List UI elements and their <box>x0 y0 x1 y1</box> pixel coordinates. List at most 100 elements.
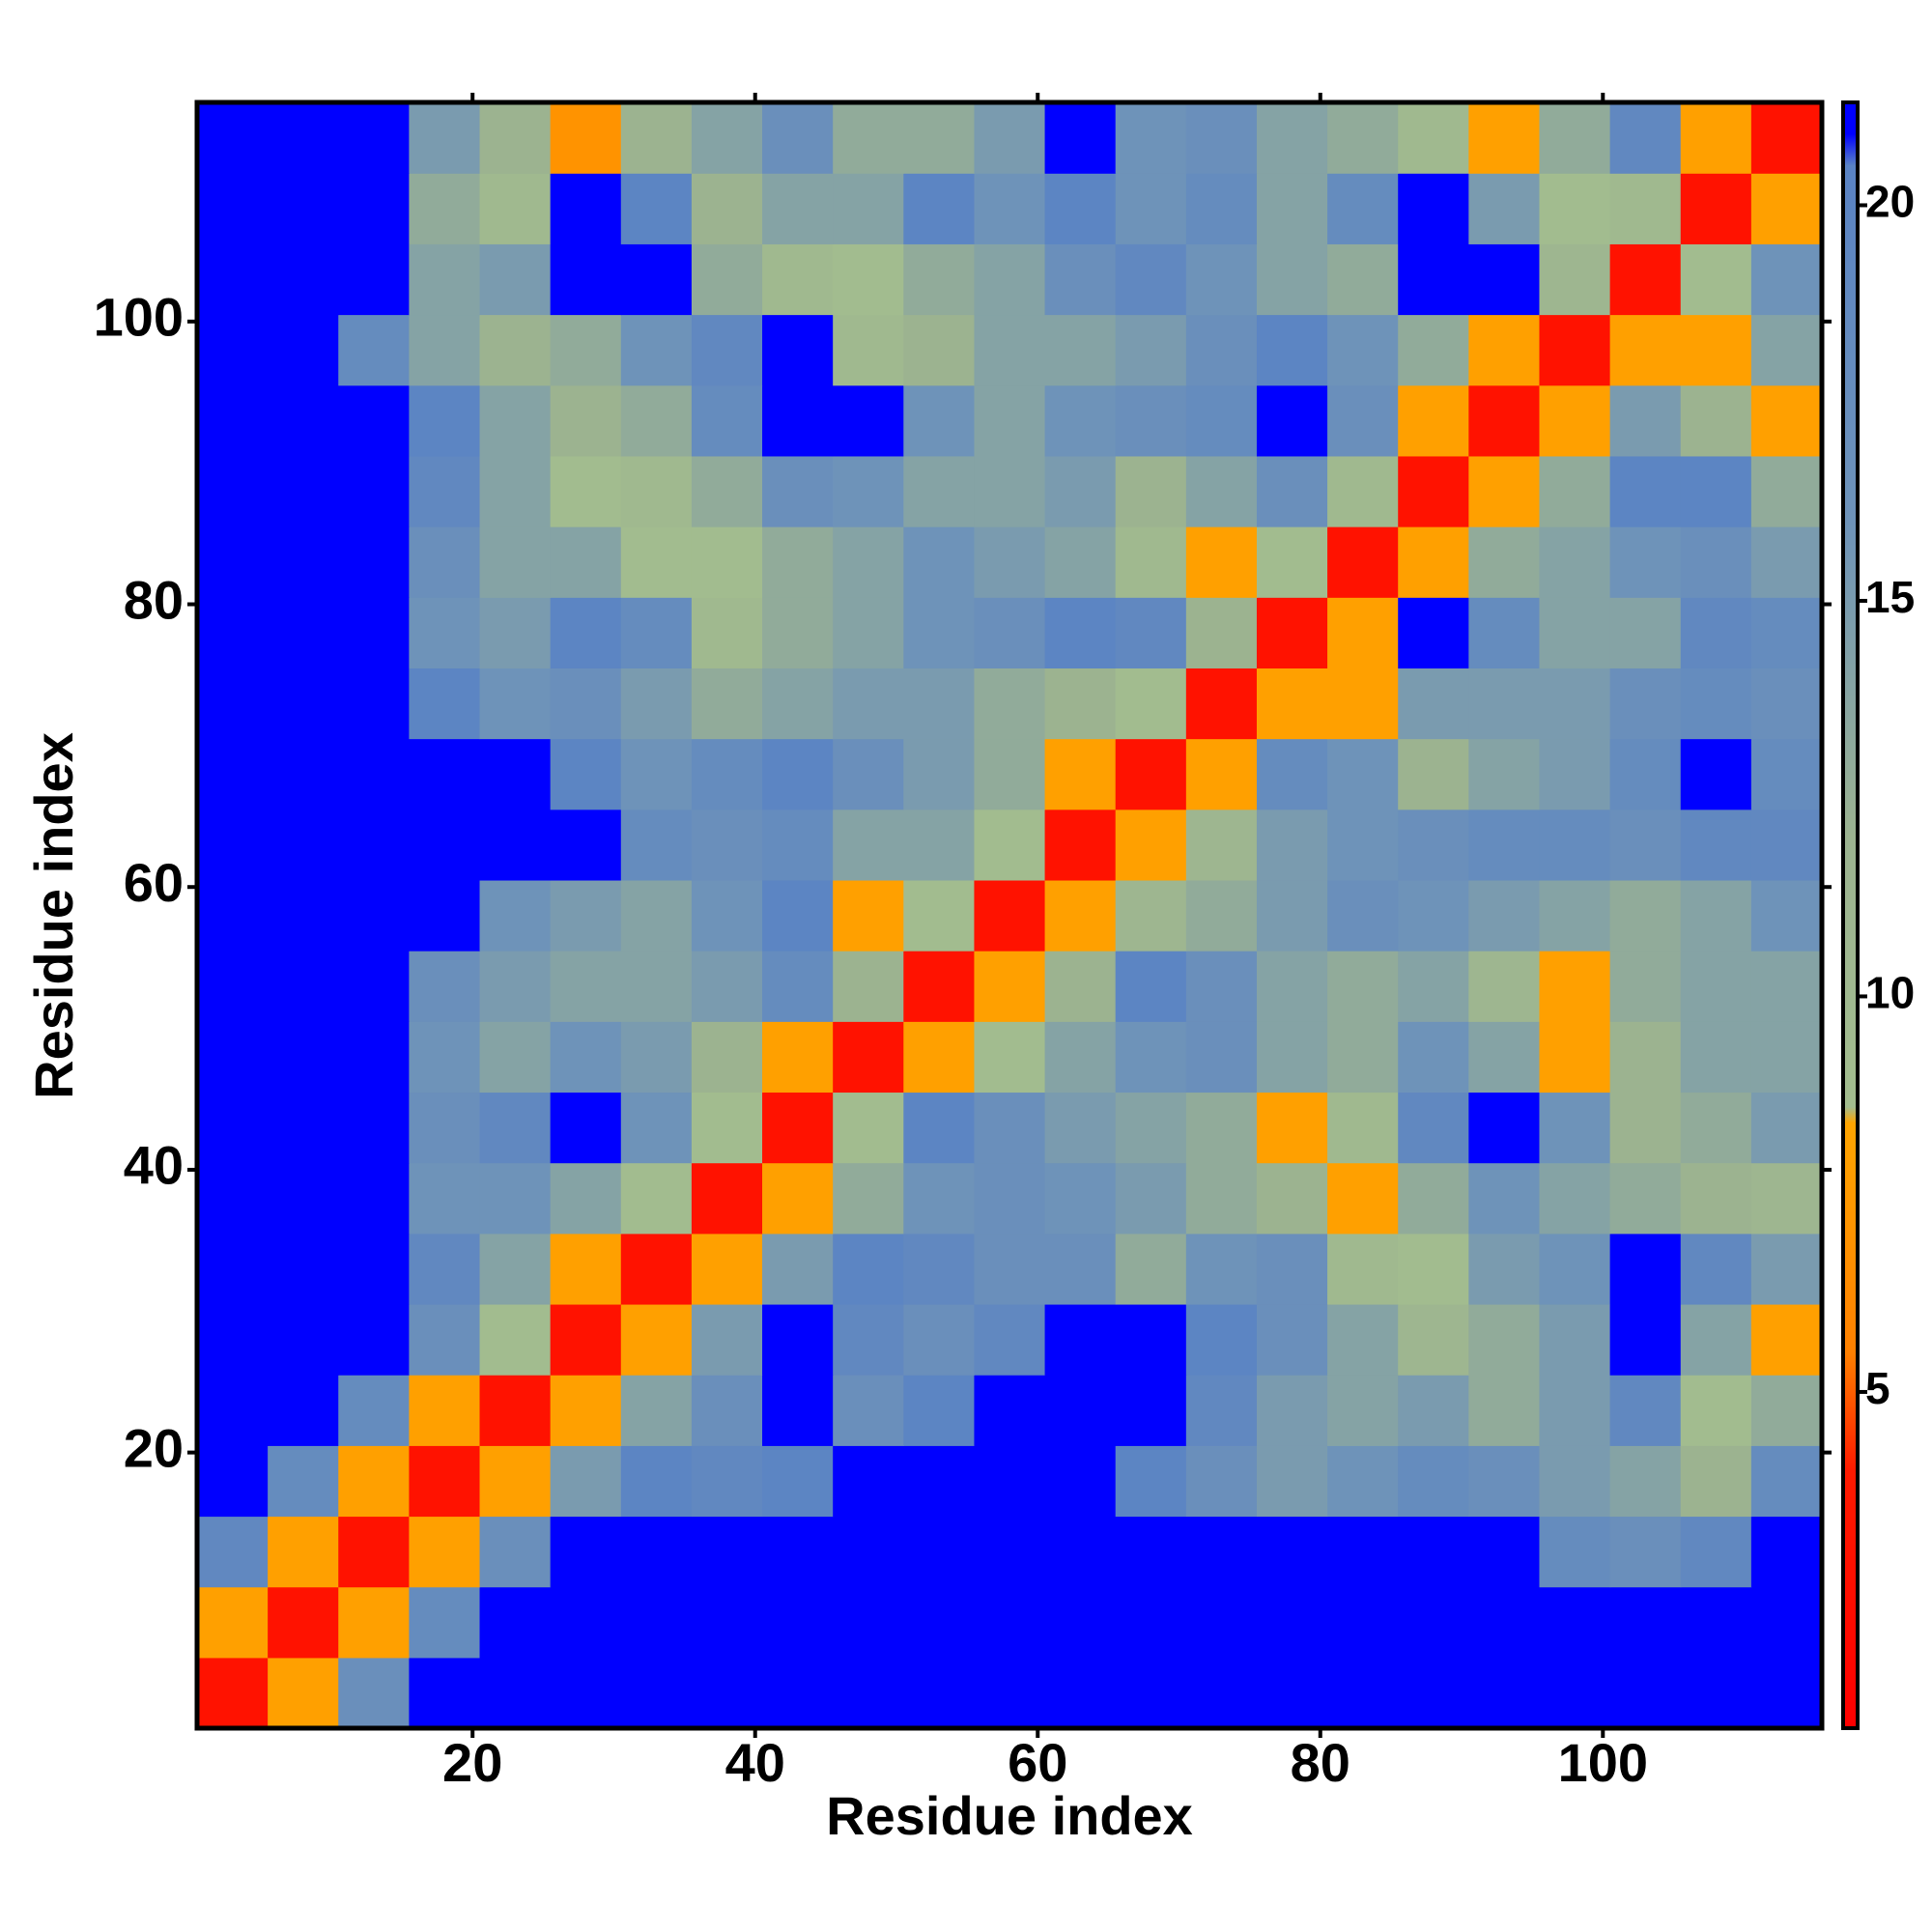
heatmap-cell <box>974 809 1046 881</box>
heatmap-cell <box>903 809 976 881</box>
heatmap-cell <box>1327 1021 1399 1094</box>
heatmap-cell <box>1468 1375 1541 1446</box>
heatmap-cell <box>691 1586 763 1659</box>
heatmap-cell <box>338 1657 410 1729</box>
heatmap-cell <box>1327 597 1399 668</box>
heatmap-cell <box>1468 1162 1541 1235</box>
heatmap-cell <box>197 1445 269 1518</box>
heatmap-cell <box>620 1586 693 1659</box>
heatmap-cell <box>1680 1233 1752 1305</box>
heatmap-cell <box>1044 1303 1117 1376</box>
heatmap-cell <box>550 1445 622 1518</box>
heatmap-cell <box>479 1162 552 1235</box>
heatmap-cell <box>620 384 693 457</box>
heatmap-cell <box>620 1445 693 1518</box>
heatmap-cell <box>1398 173 1469 244</box>
heatmap-cell <box>691 1021 763 1094</box>
heatmap-cell <box>903 1233 976 1305</box>
heatmap-cell <box>833 668 904 740</box>
heatmap-cell <box>1680 668 1752 740</box>
heatmap-cell <box>691 1445 763 1518</box>
heatmap-cell <box>1680 455 1752 527</box>
heatmap-cell <box>1750 173 1823 244</box>
heatmap-cell <box>1327 1162 1399 1235</box>
heatmap-cell <box>338 1586 410 1659</box>
heatmap-cell <box>1044 314 1117 386</box>
heatmap-cell <box>338 597 410 668</box>
heatmap-cell <box>833 314 904 386</box>
heatmap-cell <box>1115 738 1187 810</box>
heatmap-cell <box>691 314 763 386</box>
heatmap-cell <box>833 879 904 952</box>
heatmap-cell <box>691 1657 763 1729</box>
heatmap-cell <box>974 1092 1046 1164</box>
heatmap-cell <box>762 243 834 316</box>
heatmap-cell <box>620 951 693 1022</box>
heatmap-cell <box>1398 384 1469 457</box>
heatmap-cell <box>762 951 834 1022</box>
heatmap-cell <box>762 1516 834 1588</box>
heatmap-cell <box>1680 1092 1752 1164</box>
heatmap-cell <box>1256 597 1328 668</box>
heatmap-cell <box>550 526 622 598</box>
heatmap-cell <box>833 1516 904 1588</box>
heatmap-cell <box>409 1021 481 1094</box>
heatmap-cell <box>197 1375 269 1446</box>
heatmap-cell <box>1256 384 1328 457</box>
heatmap-cell <box>903 879 976 952</box>
heatmap-cell <box>1539 1375 1611 1446</box>
heatmap-cell <box>1539 1162 1611 1235</box>
heatmap-cell <box>1044 1516 1117 1588</box>
heatmap-cell <box>620 1162 693 1235</box>
heatmap-cell <box>1256 243 1328 316</box>
heatmap-cell <box>409 1375 481 1446</box>
heatmap-cell <box>268 455 339 527</box>
heatmap-cell <box>1256 1445 1328 1518</box>
heatmap-cell <box>197 1657 269 1729</box>
heatmap-cell <box>974 455 1046 527</box>
heatmap-cell <box>833 102 904 174</box>
heatmap-cell <box>620 1375 693 1446</box>
x-axis-title: Residue index <box>826 1785 1193 1846</box>
heatmap-cell <box>1468 809 1541 881</box>
heatmap-cell <box>1468 668 1541 740</box>
heatmap-cell <box>268 1445 339 1518</box>
heatmap-cell <box>1115 526 1187 598</box>
heatmap-cell <box>1327 951 1399 1022</box>
heatmap-cell <box>1185 526 1258 598</box>
heatmap-cell <box>1680 243 1752 316</box>
heatmap-cell <box>833 1233 904 1305</box>
heatmap-cell <box>620 668 693 740</box>
heatmap-cell <box>1398 668 1469 740</box>
heatmap-cell <box>691 455 763 527</box>
heatmap-cell <box>268 1516 339 1588</box>
heatmap-cell <box>1609 668 1682 740</box>
heatmap-cell <box>1398 1586 1469 1659</box>
heatmap-cell <box>550 1233 622 1305</box>
heatmap-cell <box>268 668 339 740</box>
heatmap-cell <box>1185 1657 1258 1729</box>
heatmap-cell <box>1327 879 1399 952</box>
heatmap-cell <box>338 1162 410 1235</box>
heatmap-cell <box>762 455 834 527</box>
colorbar-tick-label: 20 <box>1865 177 1915 227</box>
heatmap-cell <box>479 1233 552 1305</box>
heatmap-cell <box>409 809 481 881</box>
heatmap-cell <box>833 1303 904 1376</box>
heatmap-cell <box>1185 1445 1258 1518</box>
heatmap-cell <box>762 809 834 881</box>
heatmap-cell <box>409 1162 481 1235</box>
heatmap-cell <box>974 102 1046 174</box>
heatmap-cell <box>1468 1092 1541 1164</box>
heatmap-cell <box>1539 668 1611 740</box>
heatmap-cell <box>762 597 834 668</box>
heatmap-cell <box>197 1162 269 1235</box>
heatmap-cell <box>1468 1445 1541 1518</box>
heatmap-cell <box>1680 1162 1752 1235</box>
heatmap-cell <box>833 455 904 527</box>
heatmap-cell <box>1185 668 1258 740</box>
heatmap-cell <box>1327 314 1399 386</box>
heatmap-cell <box>762 526 834 598</box>
heatmap-cell <box>903 1375 976 1446</box>
heatmap-cell <box>409 526 481 598</box>
